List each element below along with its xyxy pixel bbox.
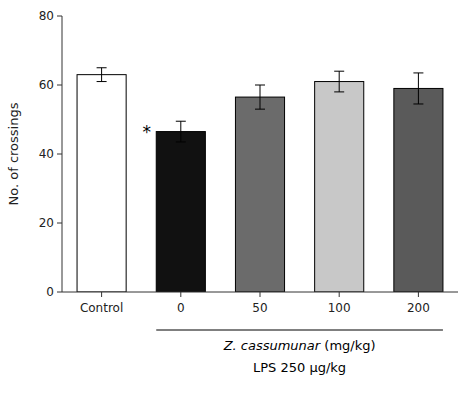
x-tick	[418, 292, 419, 297]
error-bar-cap	[334, 91, 344, 92]
y-axis-label: No. of crossings	[6, 102, 21, 205]
group-bracket	[156, 330, 443, 331]
x-tick-label: 50	[252, 301, 267, 315]
error-bar	[334, 71, 344, 92]
x-tick	[101, 292, 102, 297]
x-tick	[260, 292, 261, 297]
bar	[315, 82, 364, 292]
x-tick	[180, 292, 181, 297]
y-tick-label: 60	[39, 78, 54, 92]
error-bar-stem	[339, 71, 340, 92]
error-bar	[255, 85, 265, 109]
error-bar-cap	[255, 109, 265, 110]
x-tick-label: 200	[407, 301, 430, 315]
group-label-italic: Z. cassumunar	[223, 338, 322, 353]
group-label: Z. cassumunar (mg/kg)	[223, 338, 376, 353]
x-tick-label: 100	[328, 301, 351, 315]
y-tick	[57, 154, 62, 155]
significance-marker: *	[142, 122, 151, 142]
error-bar-stem	[260, 85, 261, 109]
y-tick	[57, 223, 62, 224]
axes: 0 20 40 60 80 Control 0 50 100 200	[39, 9, 458, 315]
group-label: LPS 250 µg/kg	[253, 360, 346, 375]
chart-container: 0 20 40 60 80 Control 0 50 100 200 No. of crossing…	[0, 0, 474, 404]
y-tick-label: 40	[39, 147, 54, 161]
error-bar-cap	[413, 72, 423, 73]
x-tick-label: 0	[177, 301, 185, 315]
bar	[394, 88, 443, 292]
error-bar-cap	[97, 67, 107, 68]
error-bar	[176, 121, 186, 142]
y-tick-label: 80	[39, 9, 54, 23]
error-bar-cap	[176, 121, 186, 122]
error-bar	[413, 73, 423, 104]
y-tick-label: 20	[39, 216, 54, 230]
error-bar-cap	[255, 85, 265, 86]
error-bar-cap	[413, 103, 423, 104]
bar	[77, 75, 126, 292]
bar	[235, 97, 284, 292]
error-bar-stem	[418, 73, 419, 104]
error-bar-stem	[101, 68, 102, 82]
chart-svg: 0 20 40 60 80 Control 0 50 100 200 No. of crossing…	[0, 0, 474, 404]
x-tick	[339, 292, 340, 297]
error-bar	[97, 68, 107, 82]
x-tick-label: Control	[80, 301, 123, 315]
page: {"chart_data": {"type": "bar", "categori…	[0, 0, 474, 404]
error-bar-cap	[97, 81, 107, 82]
y-tick	[57, 16, 62, 17]
error-bar-cap	[334, 71, 344, 72]
bars	[77, 68, 443, 292]
y-tick	[57, 292, 62, 293]
group-label-unit: (mg/kg)	[320, 338, 375, 353]
annotations: * Z. cassumunar (mg/kg) LPS 250 µg/kg	[142, 122, 442, 375]
error-bar-cap	[176, 141, 186, 142]
bar	[156, 132, 205, 292]
y-tick	[57, 85, 62, 86]
y-tick-label: 0	[46, 285, 54, 299]
error-bar-stem	[180, 121, 181, 142]
